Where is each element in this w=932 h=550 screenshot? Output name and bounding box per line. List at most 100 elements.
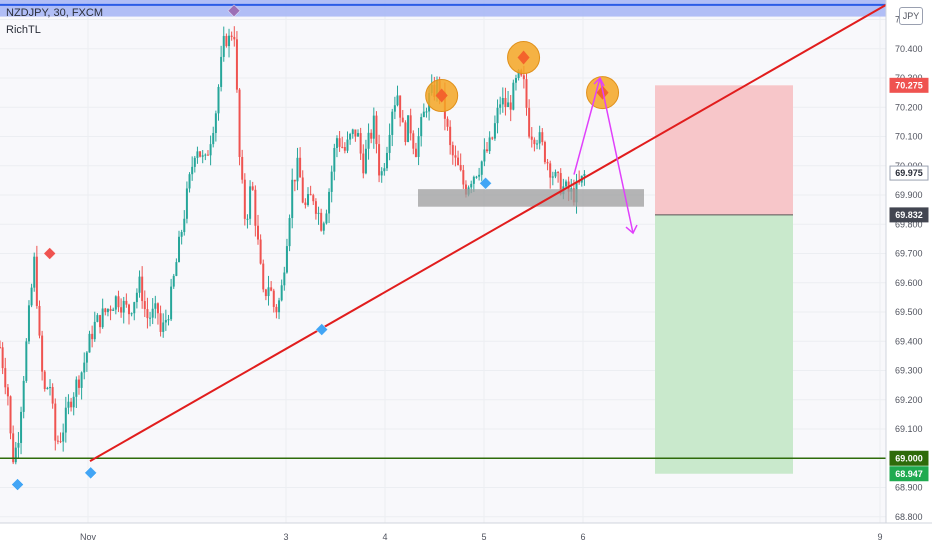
candle-body (217, 86, 220, 114)
candle-body (325, 213, 328, 224)
candle-body (357, 133, 360, 137)
candle-body (536, 143, 539, 145)
candle-body (417, 136, 420, 157)
candle-body (328, 191, 331, 214)
candle-body (272, 290, 275, 307)
candle-body (93, 321, 96, 340)
price-tick-label: 69.100 (895, 424, 923, 434)
candle-body (459, 165, 462, 171)
candle-body (214, 113, 217, 133)
indicator-label[interactable]: RichTL (6, 24, 41, 36)
price-tick-label: 70.200 (895, 102, 923, 112)
candle-body (391, 111, 394, 135)
candle-body (514, 77, 517, 83)
price-tag-label: 70.275 (895, 80, 923, 90)
candle-body (375, 115, 378, 145)
candle-body (133, 302, 136, 314)
candle-body (212, 132, 215, 145)
take-profit-zone (655, 214, 793, 474)
candle-body (557, 172, 560, 174)
candle-body (267, 287, 270, 297)
price-tick-label: 68.800 (895, 512, 923, 522)
price-tag (889, 450, 929, 466)
candle-body (54, 403, 57, 441)
candle-body (507, 102, 510, 108)
time-tick-label: 9 (877, 532, 882, 542)
candle-body (288, 218, 291, 247)
candle-body (349, 134, 352, 140)
candle-body (80, 372, 83, 388)
candle-body (367, 132, 370, 149)
candle-body (125, 300, 128, 305)
candle-body (278, 300, 281, 313)
candle-body (9, 396, 12, 434)
candle-body (27, 305, 30, 342)
price-tag (889, 165, 929, 181)
candle-body (172, 275, 175, 287)
candle-body (501, 97, 504, 105)
candle-body (230, 35, 233, 37)
candle-body (472, 176, 475, 184)
candle-body (41, 335, 44, 372)
candle-body (67, 401, 70, 408)
candle-body (509, 102, 512, 110)
arrowhead (625, 224, 638, 235)
signal-diamond (227, 4, 241, 18)
candle-body (283, 272, 286, 286)
candle-body (285, 246, 288, 273)
candle-body (138, 276, 141, 293)
candle-body (504, 97, 507, 108)
candle-body (51, 387, 54, 404)
candle-body (130, 313, 133, 315)
candle-body (62, 432, 65, 442)
price-tag-label: 69.000 (895, 453, 923, 463)
candle-body (451, 145, 454, 156)
price-tick-label: 69.700 (895, 249, 923, 259)
candle-body (296, 157, 299, 182)
candle-body (238, 89, 241, 157)
candle-body (101, 308, 104, 328)
candle-body (372, 115, 375, 139)
candle-body (70, 401, 73, 408)
candle-body (38, 305, 41, 336)
candle-body (4, 368, 7, 388)
candle-body (256, 225, 259, 240)
candle-body (246, 218, 249, 220)
candle-body (462, 170, 465, 185)
candle-body (188, 174, 191, 189)
price-tick-label: 69.400 (895, 336, 923, 346)
candle-body (425, 111, 428, 113)
candle-body (64, 407, 67, 433)
candle-body (307, 194, 310, 206)
candle-body (396, 95, 399, 106)
candle-body (22, 380, 25, 412)
time-tick-label: 3 (283, 532, 288, 542)
candle-body (104, 308, 107, 313)
candle-body (280, 285, 283, 301)
candle-body (185, 188, 188, 219)
currency-badge[interactable]: JPY (899, 7, 923, 25)
candle-body (304, 202, 307, 206)
candle-body (170, 286, 173, 320)
candle-body (454, 155, 457, 158)
candle-body (235, 39, 238, 90)
price-tag (889, 77, 929, 93)
price-tick-label: 69.800 (895, 219, 923, 229)
candle-body (312, 195, 315, 202)
candle-body (146, 309, 149, 319)
candle-body (317, 212, 320, 214)
candle-body (359, 133, 362, 154)
candle-body (191, 166, 194, 175)
candle-body (99, 315, 102, 328)
candle-body (46, 387, 49, 390)
candle-body (491, 137, 494, 139)
candle-body (528, 107, 531, 137)
candle-body (201, 155, 204, 157)
candle-body (496, 107, 499, 124)
candle-body (370, 132, 373, 139)
signal-diamond (11, 478, 24, 491)
candle-body (414, 148, 417, 157)
candle-body (549, 163, 552, 178)
candle-body (388, 134, 391, 153)
